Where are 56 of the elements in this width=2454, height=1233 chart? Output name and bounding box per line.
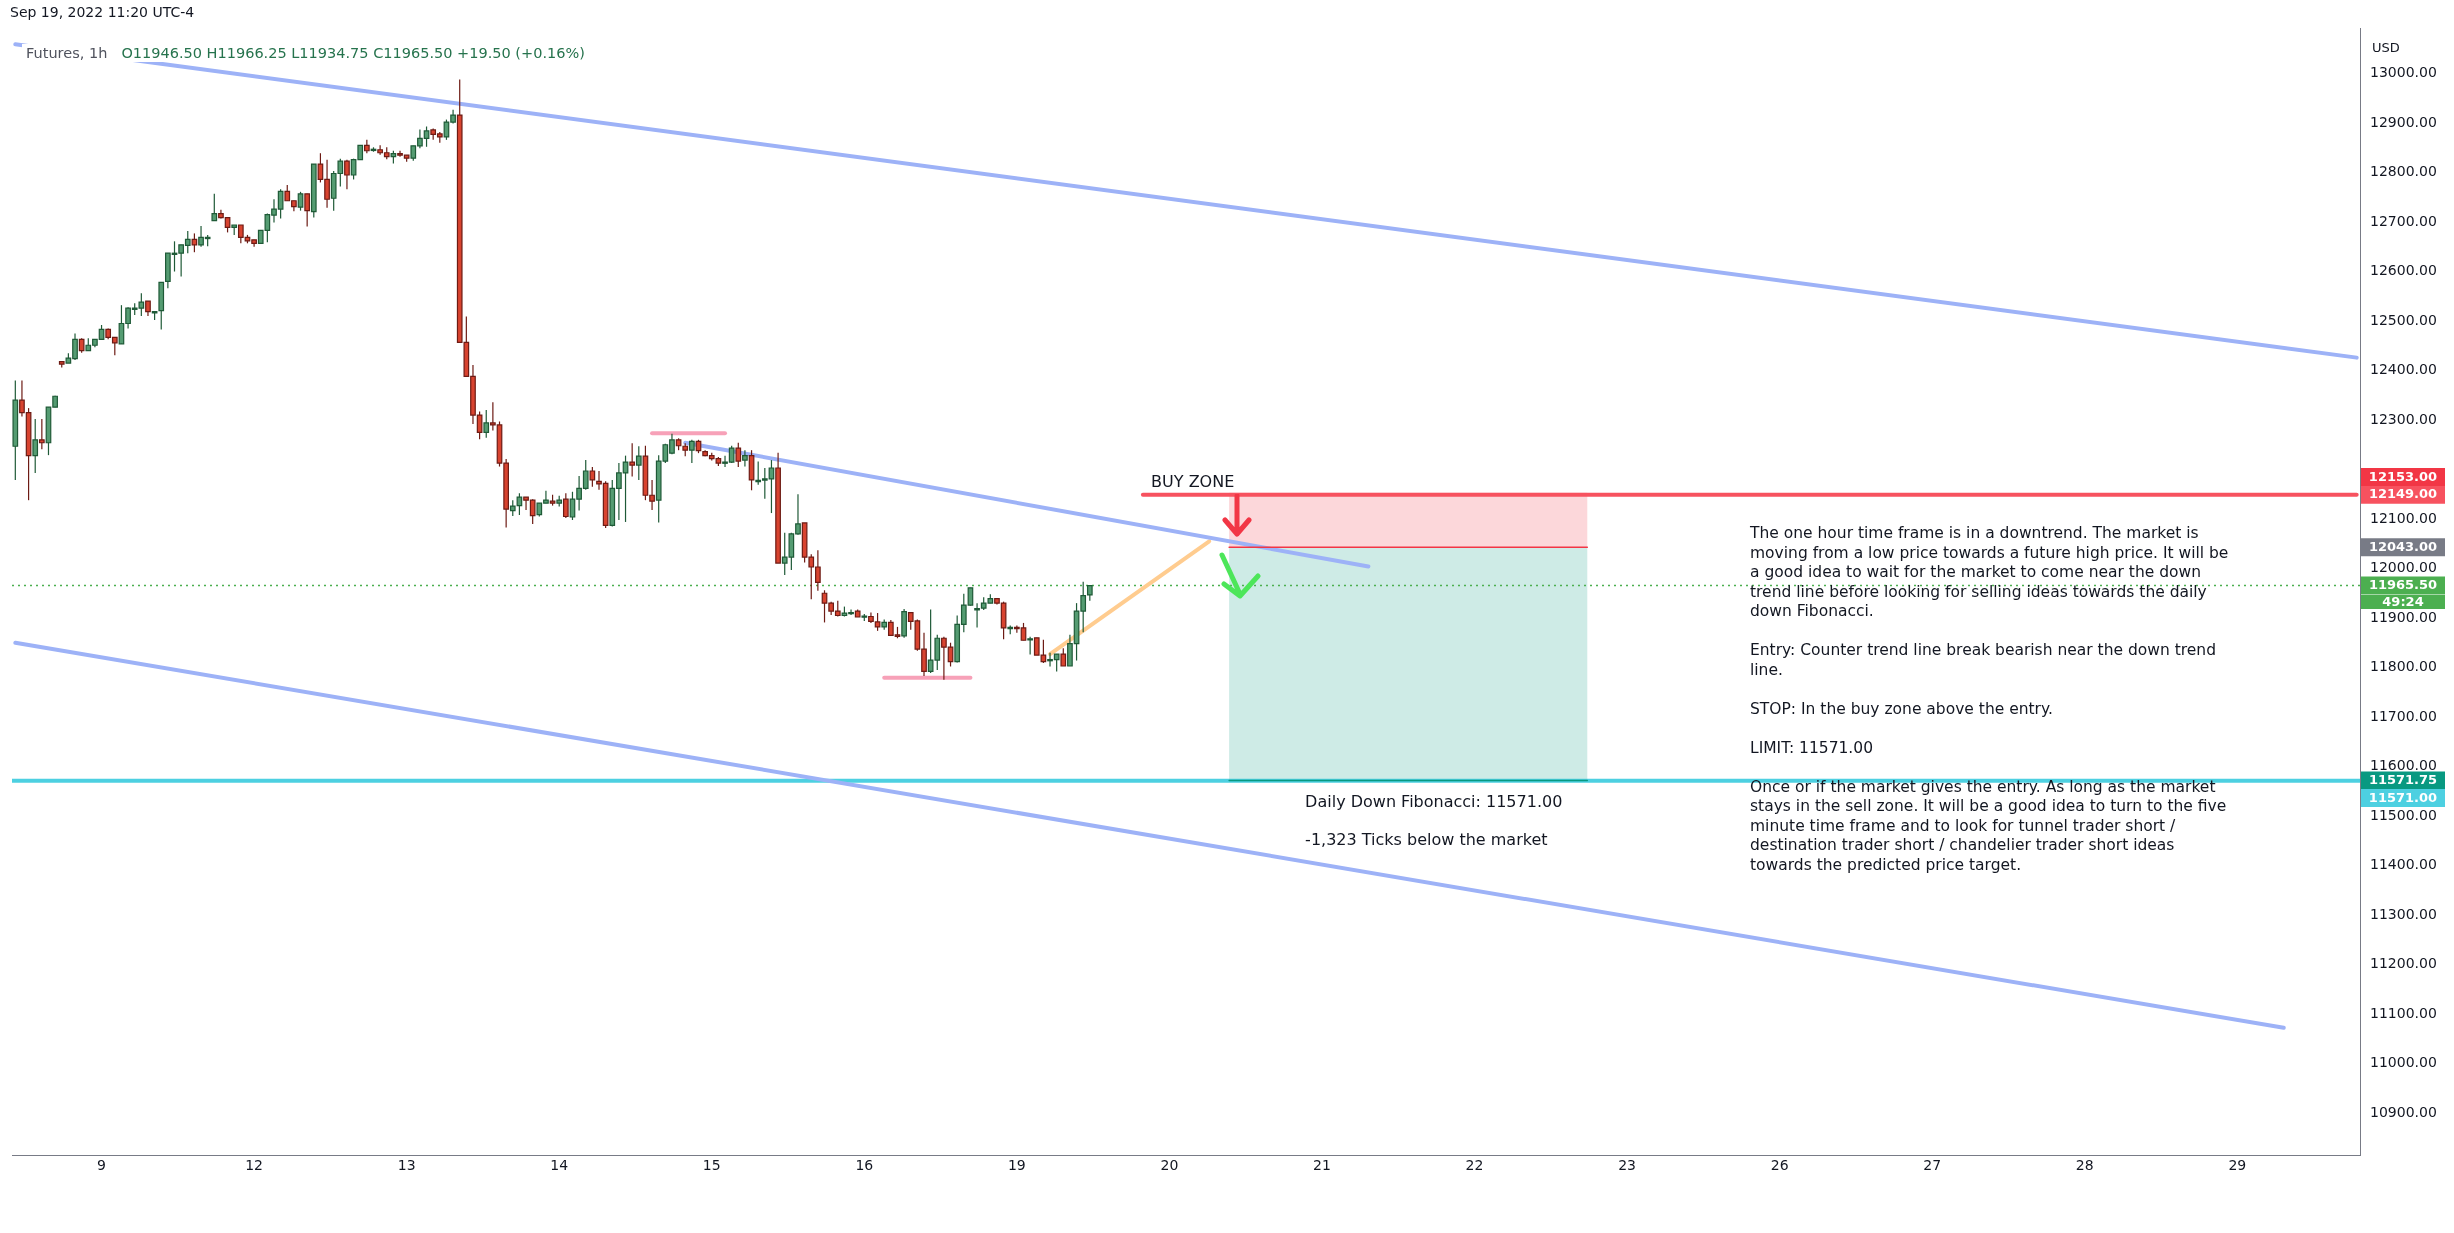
y-tick-label: 11500.00: [2370, 806, 2437, 823]
y-tick-label: 11300.00: [2370, 905, 2437, 922]
annotation: Once or if the market gives the entry. As long as the market stays in the sell zone. It will be a good idea to turn to the five minute time frame and to look for tunnel trader short / destination trader short / chandelier trader short ideas towards the predicted price target.: [1750, 777, 2228, 875]
y-tick-label: 11900.00: [2370, 608, 2437, 625]
text: 11571.00: [2361, 789, 2445, 808]
text: O11946.50 H11966.25 L11934.75 C11965.50 +19.50 (+0.16%): [121, 45, 585, 61]
x-tick-label: 21: [1313, 1157, 1331, 1174]
x-tick-label: 15: [702, 1157, 721, 1174]
y-tick-label: 11800.00: [2370, 658, 2437, 675]
y-tick-label: 12149.00: [2368, 486, 2438, 502]
text: 12153.00: [2361, 467, 2445, 486]
y-tick-label: 12600.00: [2370, 262, 2437, 279]
annotation: BUY ZONE: [1151, 471, 1235, 491]
x-tick-label: 9: [97, 1157, 106, 1174]
x-tick-label: 27: [1923, 1157, 1942, 1174]
annotation: The one hour time frame is in a downtrend. The market is moving from a low price towards a future high price. It will be a good idea to wait for the market to come near the down trend line before looking for selling ideas towards the daily down Fibonacci.: [1750, 524, 2230, 622]
y-tick-label: 11700.00: [2370, 707, 2437, 724]
text: 49:24: [2361, 593, 2445, 609]
x-tick-label: 12: [245, 1157, 264, 1174]
y-tick-label: 12500.00: [2370, 311, 2437, 328]
y-tick-label: 10900.00: [2370, 1103, 2437, 1120]
x-tick-label: 22: [1465, 1157, 1484, 1174]
y-tick-label: 12300.00: [2370, 410, 2437, 427]
y-tick-label: 11571.75: [2368, 771, 2438, 787]
y-tick-label: 12000.00: [2370, 559, 2437, 576]
x-tick-label: 19: [1007, 1157, 1026, 1174]
y-tick-label: 13000.00: [2370, 64, 2437, 81]
annotation: Entry: Counter trend line break bearish near the down trend line.: [1750, 641, 2218, 680]
x-tick-label: 14: [550, 1157, 569, 1174]
y-tick-label: 11200.00: [2370, 955, 2437, 972]
x-tick-label: 23: [1618, 1157, 1636, 1174]
text: Futures, 1h: [26, 45, 108, 61]
candlestick: [742, 449, 748, 468]
annotation: STOP: In the buy zone above the entry.: [1750, 699, 2054, 719]
x-tick-label: 28: [2075, 1157, 2094, 1174]
y-tick-label: 12100.00: [2370, 509, 2437, 526]
annotation: LIMIT: 11571.00: [1750, 738, 1875, 758]
y-tick-label: 11000.00: [2370, 1054, 2437, 1071]
x-tick-label: 20: [1160, 1157, 1179, 1174]
y-tick-label: 11400.00: [2370, 856, 2437, 873]
y-tick-label: 12900.00: [2370, 113, 2437, 130]
y-tick-label: 12043.00: [2368, 538, 2438, 554]
annotation: -1,323 Ticks below the market: [1305, 830, 1548, 850]
x-tick-label: 26: [1770, 1157, 1789, 1174]
x-tick-label: 13: [397, 1157, 416, 1174]
y-tick-label: 12800.00: [2370, 163, 2437, 180]
y-tick-label: 12400.00: [2370, 361, 2437, 378]
y-tick-label: 11965.50: [2368, 576, 2438, 592]
y-tick-label: 11100.00: [2370, 1004, 2437, 1021]
x-tick-label: 29: [2228, 1157, 2247, 1174]
y-tick-label: 11600.00: [2370, 757, 2437, 774]
x-tick-label: 16: [855, 1157, 874, 1174]
y-tick-label: 12700.00: [2370, 212, 2437, 229]
annotation: Daily Down Fibonacci: 11571.00: [1305, 792, 1563, 812]
text: Sep 19, 2022 11:20 UTC-4: [10, 4, 195, 20]
y-axis-title: USD: [2372, 39, 2400, 55]
